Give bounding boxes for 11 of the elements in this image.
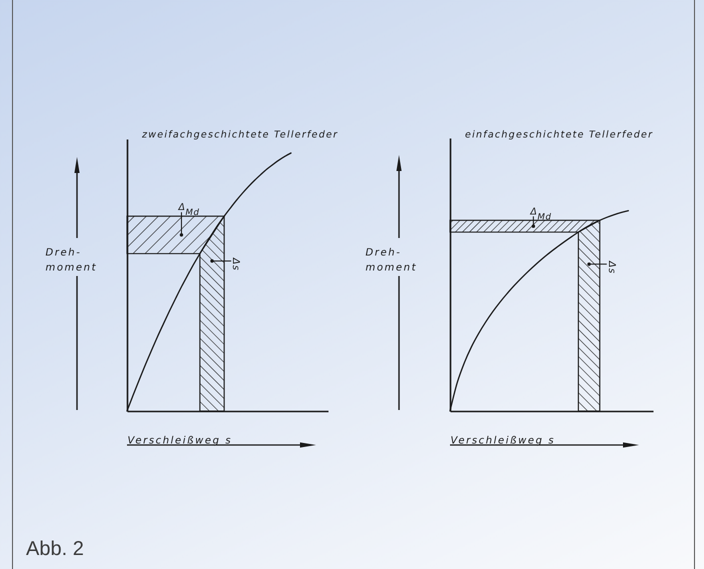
chart-title: einfachgeschichtete Tellerfeder	[465, 130, 654, 140]
y-axis-title: Dreh- moment	[366, 248, 418, 274]
x-axis-title: Verschleißweg s	[450, 436, 556, 446]
x-axis-title: Verschleißweg s	[128, 436, 232, 446]
text: Δs	[230, 257, 242, 271]
band-label: Δ$_{Md}$	[529, 206, 552, 222]
band-label: Δ$_{Md}$	[177, 202, 200, 218]
caption: Abb. 2	[26, 537, 84, 561]
chart-title: zweifachgeschichtete Tellerfeder	[141, 130, 338, 140]
text: Δs	[606, 260, 617, 274]
y-axis-title: Dreh- moment	[46, 248, 98, 274]
